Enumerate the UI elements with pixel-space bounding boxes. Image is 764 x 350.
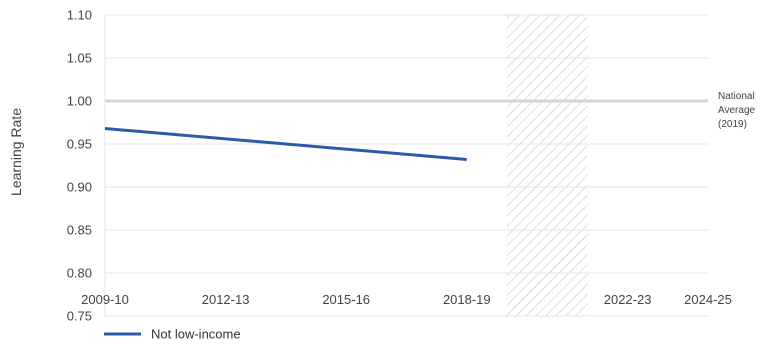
grid-lines <box>104 14 708 317</box>
series-line <box>104 127 467 161</box>
y-tick-label: 1.10 <box>67 8 92 23</box>
y-axis-label: Learning Rate <box>8 108 24 196</box>
legend: Not low-income <box>104 327 241 342</box>
reference-label-line: (2019) <box>718 119 747 130</box>
y-tick-label: 0.90 <box>67 180 92 195</box>
x-axis-ticks: 2009-10 2012-13 2015-16 2018-19 2022-23 2024-… <box>81 292 732 307</box>
shaded-region <box>507 15 588 316</box>
reference-label-line: Average <box>718 105 756 116</box>
y-tick-label: 0.80 <box>67 266 92 281</box>
reference-label-line: National <box>718 91 755 102</box>
x-tick-label: 2024-25 <box>684 292 732 307</box>
series-lines <box>104 127 467 161</box>
y-tick-label: 1.00 <box>67 94 92 109</box>
x-tick-label: 2015-16 <box>322 292 370 307</box>
reference-line-label: National Average (2019) <box>718 91 756 130</box>
y-axis-ticks: 0.75 0.80 0.85 0.90 0.95 1.00 1.05 1.10 <box>67 8 92 324</box>
x-tick-label: 2012-13 <box>202 292 250 307</box>
y-tick-label: 0.75 <box>67 309 92 324</box>
x-tick-label: 2018-19 <box>443 292 491 307</box>
x-tick-label: 2022-23 <box>604 292 652 307</box>
y-tick-label: 0.95 <box>67 137 92 152</box>
legend-label: Not low-income <box>151 327 241 342</box>
y-tick-label: 1.05 <box>67 51 92 66</box>
x-tick-label: 2009-10 <box>81 292 129 307</box>
y-tick-label: 0.85 <box>67 223 92 238</box>
